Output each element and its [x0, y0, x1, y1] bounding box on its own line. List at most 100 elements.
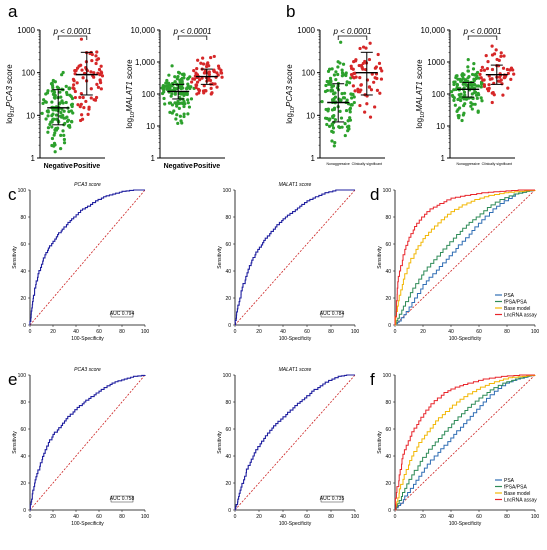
data-point — [454, 74, 458, 78]
data-point — [46, 126, 51, 130]
p-value: p < 0.0001 — [462, 27, 501, 36]
y-tick-label: 40 — [385, 454, 391, 460]
data-point — [377, 61, 382, 65]
data-point — [180, 76, 184, 80]
data-point — [173, 80, 177, 84]
data-point — [339, 40, 343, 44]
data-point — [479, 68, 483, 73]
legend-label: PSA — [504, 293, 515, 299]
data-point — [470, 85, 474, 89]
roc-curve — [234, 189, 355, 326]
data-point — [474, 93, 479, 97]
data-point — [343, 133, 347, 138]
data-point — [472, 82, 477, 87]
data-point — [490, 100, 494, 105]
y-tick-label: 20 — [225, 481, 231, 487]
data-point — [54, 113, 59, 117]
data-point — [58, 90, 62, 94]
data-point — [181, 91, 185, 95]
y-axis-label-sub: 10 — [420, 112, 426, 118]
y-axis-label: log10MALAT1 score — [125, 59, 136, 129]
y-tick-label: 40 — [225, 269, 231, 275]
panel-label-f: f — [370, 370, 375, 389]
data-point — [98, 78, 102, 83]
x-tick-label: 80 — [328, 329, 334, 335]
x-tick-label: 60 — [476, 514, 482, 520]
x-tick-label: 40 — [448, 514, 454, 520]
data-point — [346, 129, 350, 133]
data-point — [332, 144, 336, 148]
data-point — [175, 77, 179, 81]
panel-label-c: c — [8, 185, 17, 204]
data-point — [364, 46, 368, 50]
y-axis-label-gene: MALAT1 — [415, 81, 424, 112]
data-point — [69, 119, 74, 124]
data-point — [70, 102, 75, 106]
y-tick-label: 0 — [23, 508, 26, 514]
data-point — [60, 73, 64, 77]
x-tick-label: 100 — [531, 329, 540, 335]
reference-diagonal — [29, 189, 146, 326]
legend-label: LncRNA assay — [504, 312, 537, 318]
data-point — [460, 78, 464, 82]
data-point — [512, 72, 516, 76]
data-point — [500, 82, 504, 86]
x-tick-label: 0 — [29, 514, 32, 520]
data-point — [342, 91, 347, 95]
data-point — [167, 81, 171, 85]
data-point — [378, 91, 382, 95]
y-tick-label: 0 — [388, 323, 391, 329]
data-point — [40, 111, 44, 116]
data-point — [175, 113, 179, 117]
data-point — [452, 82, 456, 87]
roc-c2: MALAT1 score 00 20 20 40 40 60 60 80 80 100 100 100-… — [217, 182, 359, 342]
data-point — [66, 118, 71, 122]
data-point — [354, 75, 358, 79]
y-tick-label: 80 — [20, 400, 26, 406]
y-tick-label: 80 — [225, 400, 231, 406]
x-tick-label: 20 — [256, 329, 262, 335]
significance-bracket — [57, 35, 88, 40]
x-tick-label: 80 — [328, 514, 334, 520]
x-axis-label: 100-Specificity — [71, 336, 104, 342]
data-point — [460, 118, 464, 123]
data-point — [72, 79, 76, 83]
data-point — [492, 52, 497, 56]
data-point — [50, 143, 54, 148]
panel-label-d: d — [370, 185, 379, 204]
data-point — [361, 61, 365, 66]
data-point — [94, 61, 98, 66]
data-point — [49, 120, 53, 124]
data-point — [69, 94, 73, 99]
chart-title: MALAT1 score — [279, 367, 312, 373]
y-tick-label: 1000 — [297, 26, 315, 35]
y-tick-label: 100 — [18, 188, 27, 194]
data-point — [339, 99, 343, 103]
data-point — [201, 62, 206, 66]
y-tick-label: 0 — [228, 323, 231, 329]
data-point — [480, 99, 484, 103]
data-point — [453, 103, 457, 107]
data-point — [95, 58, 99, 62]
data-point — [484, 54, 488, 58]
x-tick-label: 20 — [420, 329, 426, 335]
x-tick-label: 80 — [504, 514, 510, 520]
data-point — [501, 93, 505, 97]
auc-label: AUC 0.784 — [320, 311, 345, 317]
auc-box — [110, 495, 134, 503]
y-tick-label: 100 — [22, 69, 36, 78]
y-tick-label: 60 — [225, 427, 231, 433]
y-tick-label: 80 — [385, 400, 391, 406]
data-point — [182, 104, 186, 109]
data-point — [162, 96, 166, 101]
data-point — [333, 141, 337, 145]
data-point — [100, 74, 105, 78]
data-point — [163, 102, 167, 106]
data-point — [167, 73, 171, 77]
data-point — [44, 117, 48, 121]
data-point — [340, 125, 344, 129]
data-point — [331, 84, 336, 88]
data-point — [479, 85, 483, 89]
data-point — [495, 57, 499, 62]
